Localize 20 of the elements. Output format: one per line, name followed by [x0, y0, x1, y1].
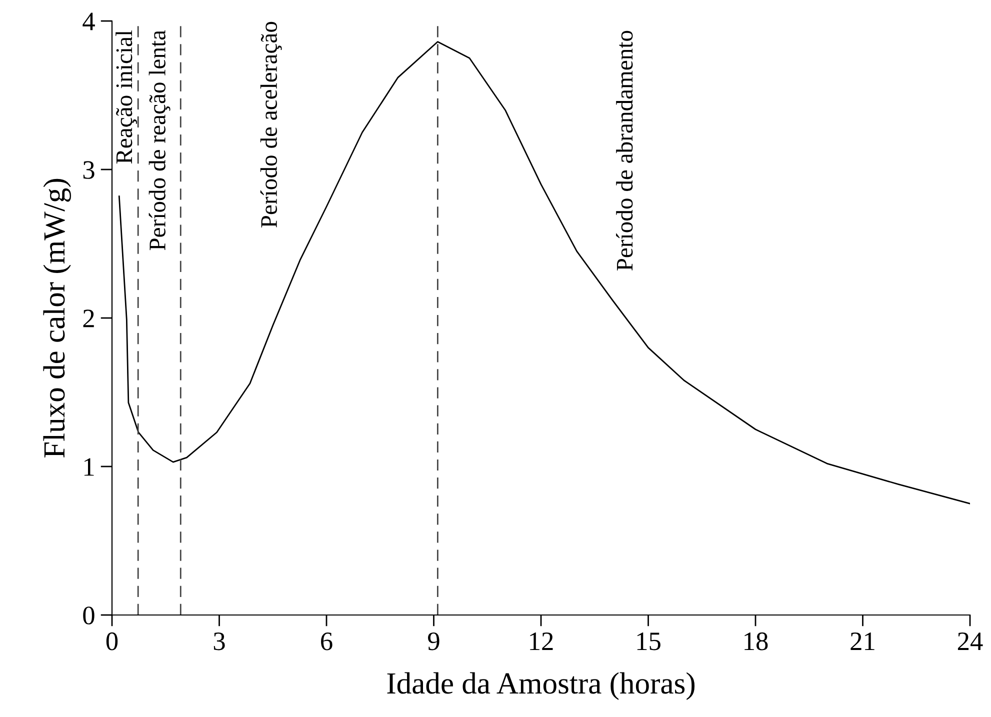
- x-tick-label: 6: [321, 632, 332, 650]
- annotation: Período de abrandamento: [616, 30, 633, 271]
- x-tick-label: 12: [530, 632, 553, 650]
- x-tick-label: 3: [214, 632, 225, 650]
- y-axis-title: Fluxo de calor (mW/g): [43, 178, 72, 458]
- y-tick-label: 4: [82, 12, 95, 30]
- y-tick-label: 1: [84, 458, 94, 476]
- x-tick-label: 0: [106, 632, 118, 650]
- x-tick-label: 15: [637, 632, 660, 650]
- x-tick-label: 18: [744, 632, 768, 650]
- x-tick-label: 21: [850, 632, 874, 650]
- annotation: Período de reação lenta: [148, 30, 170, 250]
- annotation: Reação inicial: [116, 30, 138, 164]
- y-tick-label: 2: [83, 310, 94, 328]
- y-tick-label: 0: [83, 606, 94, 624]
- annotation: Período de aceleração: [260, 22, 282, 228]
- x-tick-label: 9: [428, 632, 440, 650]
- y-tick-label: 3: [83, 161, 94, 179]
- x-axis-title: Idade da Amostra (horas): [387, 672, 694, 700]
- x-tick-label: 24: [958, 632, 983, 650]
